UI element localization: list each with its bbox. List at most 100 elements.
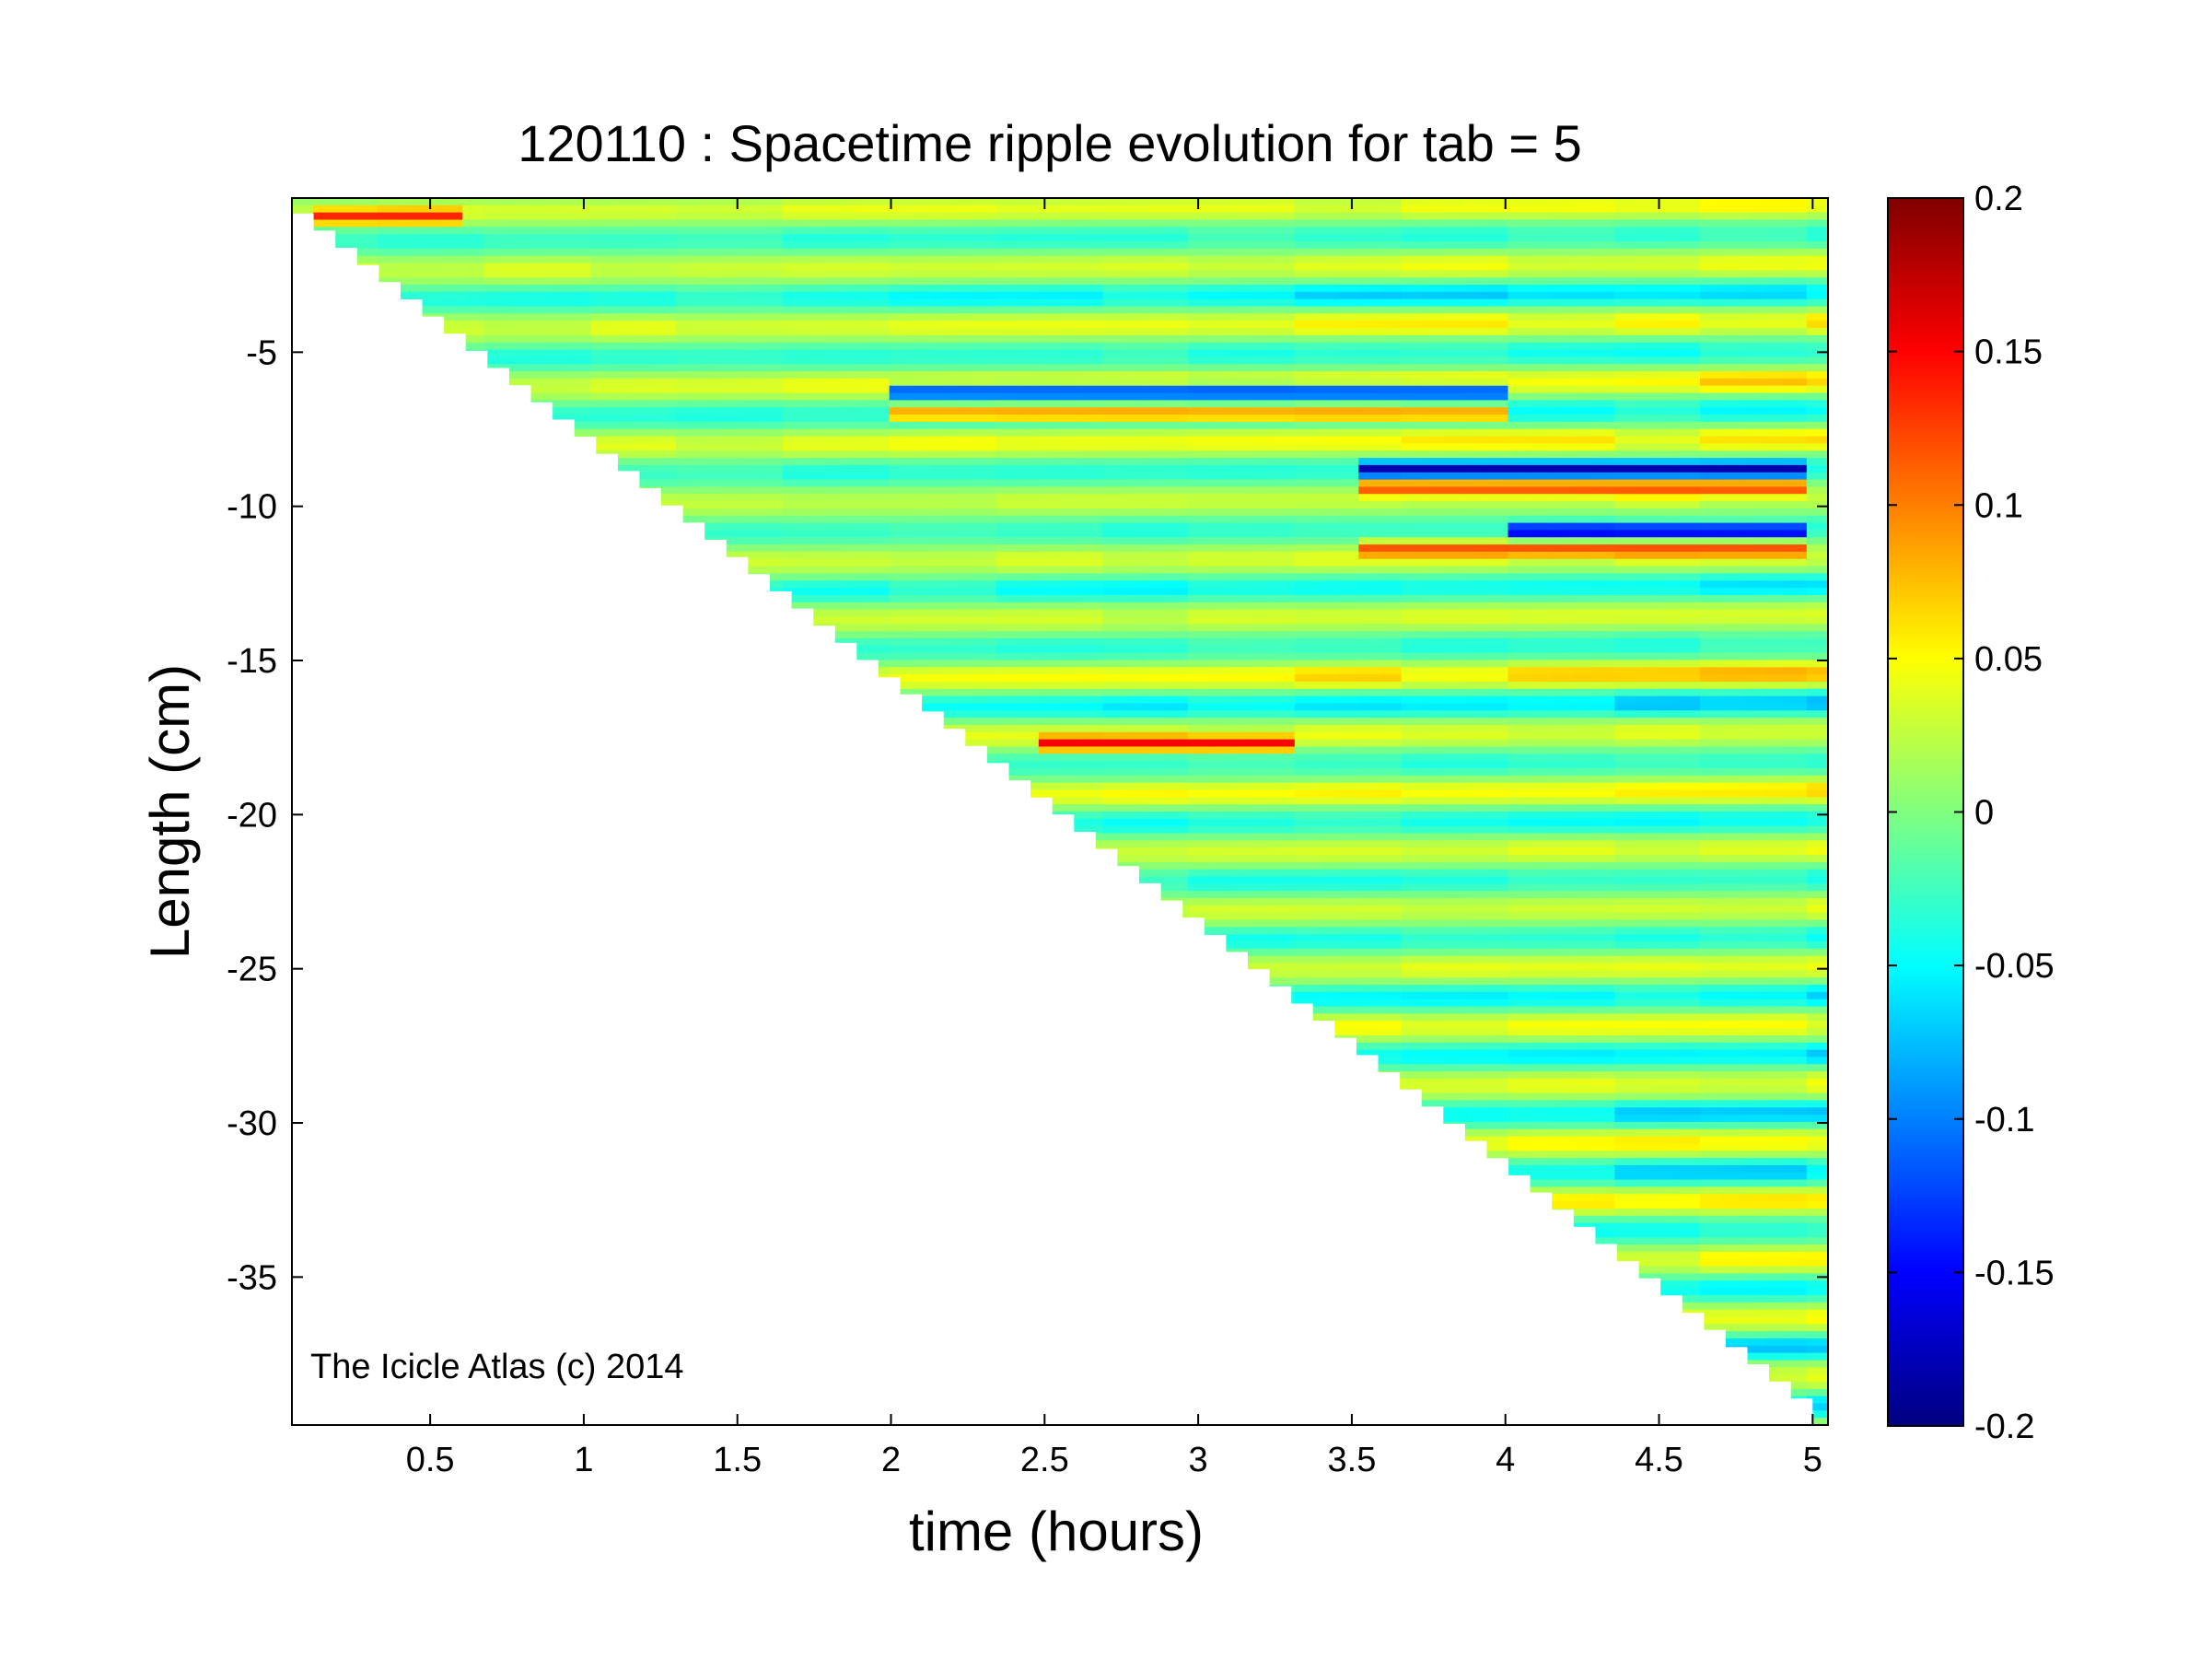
- heatmap-cell: [804, 544, 826, 553]
- heatmap-cell: [441, 298, 464, 308]
- heatmap-cell: [825, 443, 848, 452]
- heatmap-cell: [825, 378, 848, 387]
- heatmap-cell: [697, 212, 720, 221]
- heatmap-cell: [846, 602, 869, 611]
- heatmap-cell: [483, 234, 506, 242]
- heatmap-cell: [910, 400, 933, 409]
- heatmap-cell: [910, 342, 933, 351]
- heatmap-cell: [867, 241, 891, 250]
- heatmap-cell: [718, 421, 741, 430]
- heatmap-cell: [867, 450, 891, 459]
- heatmap-cell: [462, 321, 485, 329]
- heatmap-cell: [526, 371, 549, 380]
- heatmap-cell: [676, 342, 698, 351]
- heatmap-cell: [569, 356, 592, 366]
- heatmap-cell: [334, 227, 357, 235]
- heatmap-cell: [889, 212, 912, 221]
- heatmap-cell: [569, 334, 592, 344]
- heatmap-cell: [739, 436, 763, 445]
- heatmap-cell: [846, 356, 869, 366]
- heatmap-cell: [804, 515, 826, 524]
- heatmap-cell: [313, 212, 336, 221]
- heatmap-cell: [910, 407, 933, 415]
- heatmap-cell: [889, 241, 912, 250]
- heatmap-cell: [804, 558, 826, 567]
- heatmap-cell: [867, 616, 891, 625]
- heatmap-cell: [548, 298, 570, 308]
- heatmap-cell: [889, 494, 912, 502]
- heatmap-cell: [676, 415, 698, 423]
- heatmap-cell: [846, 212, 869, 221]
- heatmap-cell: [782, 263, 805, 272]
- heatmap-cell: [526, 291, 549, 300]
- heatmap-cell: [611, 450, 634, 459]
- heatmap-cell: [654, 436, 677, 445]
- heatmap-cell: [739, 566, 763, 575]
- heatmap-cell: [462, 198, 485, 206]
- heatmap-cell: [739, 378, 763, 387]
- heatmap-cell: [462, 241, 485, 250]
- heatmap-cell: [910, 594, 933, 603]
- heatmap-cell: [398, 255, 421, 264]
- heatmap-cell: [910, 494, 933, 502]
- heatmap-cell: [910, 263, 933, 272]
- heatmap-cell: [910, 364, 933, 372]
- heatmap-cell: [889, 631, 912, 639]
- heatmap-cell: [761, 277, 784, 286]
- heatmap-cell: [355, 241, 378, 250]
- heatmap-cell: [782, 356, 805, 366]
- heatmap-cell: [846, 349, 869, 358]
- heatmap-cell: [867, 631, 891, 639]
- heatmap-cell: [676, 313, 698, 321]
- heatmap-cell: [590, 298, 613, 308]
- heatmap-cell: [483, 270, 506, 278]
- heatmap-cell: [739, 263, 763, 272]
- heatmap-cell: [804, 356, 826, 366]
- heatmap-cell: [867, 609, 891, 618]
- heatmap-cell: [526, 306, 549, 315]
- heatmap-cell: [761, 285, 784, 293]
- heatmap-cell: [761, 219, 784, 228]
- heatmap-cell: [739, 291, 763, 300]
- heatmap-cell: [804, 436, 826, 445]
- heatmap-cell: [739, 551, 763, 560]
- heatmap-cell: [804, 241, 826, 250]
- heatmap-cell: [355, 219, 378, 228]
- heatmap-cell: [569, 263, 592, 272]
- heatmap-cell: [633, 443, 656, 452]
- heatmap-cell: [739, 558, 763, 567]
- heatmap-cell: [825, 415, 848, 423]
- heatmap-cell: [718, 415, 741, 423]
- heatmap-cell: [739, 400, 763, 409]
- heatmap-cell: [739, 270, 763, 278]
- heatmap-cell: [590, 356, 613, 366]
- heatmap-cell: [633, 428, 656, 438]
- heatmap-cell: [654, 392, 677, 402]
- heatmap-cell: [846, 219, 869, 228]
- heatmap-cell: [889, 472, 912, 481]
- heatmap-cell: [889, 385, 912, 394]
- heatmap-cell: [782, 385, 805, 394]
- heatmap-cell: [825, 494, 848, 502]
- heatmap-cell: [825, 392, 848, 402]
- heatmap-cell: [633, 285, 656, 293]
- heatmap-cell: [804, 392, 826, 402]
- heatmap-cell: [804, 291, 826, 300]
- heatmap-cell: [739, 501, 763, 509]
- heatmap-cell: [867, 227, 891, 235]
- heatmap-cell: [355, 248, 378, 257]
- heatmap-cell: [611, 277, 634, 286]
- heatmap-cell: [910, 660, 933, 669]
- heatmap-cell: [804, 458, 826, 466]
- heatmap-cell: [526, 334, 549, 344]
- heatmap-cell: [739, 494, 763, 502]
- heatmap-cell: [825, 291, 848, 300]
- heatmap-cell: [441, 219, 464, 228]
- heatmap-cell: [569, 378, 592, 387]
- heatmap-cell: [782, 342, 805, 351]
- heatmap-cell: [590, 291, 613, 300]
- heatmap-cell: [548, 204, 570, 214]
- heatmap-cell: [867, 234, 891, 242]
- heatmap-cell: [782, 227, 805, 235]
- heatmap-cell: [910, 566, 933, 575]
